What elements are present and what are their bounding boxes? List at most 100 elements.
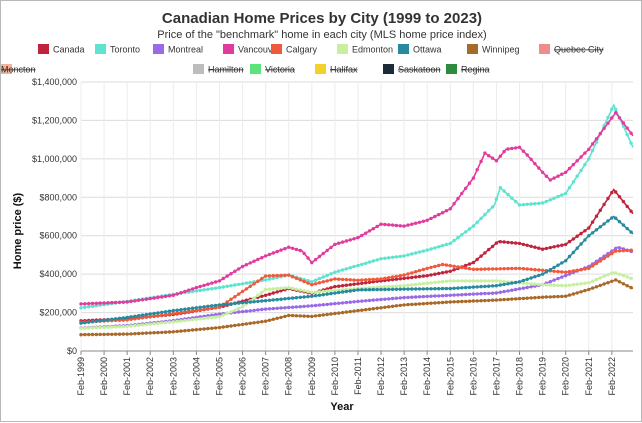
data-point (433, 246, 437, 250)
data-point (129, 299, 133, 304)
data-point (560, 294, 564, 299)
data-point (275, 290, 279, 294)
data-point (340, 310, 345, 315)
data-point (179, 319, 183, 323)
data-point (410, 295, 414, 299)
data-point (329, 278, 333, 282)
data-point (552, 196, 556, 200)
data-point (167, 294, 172, 298)
data-point (190, 306, 195, 310)
data-point (579, 242, 583, 246)
data-point (529, 282, 533, 286)
data-point (521, 281, 526, 285)
data-point (406, 223, 410, 227)
data-point (394, 255, 399, 259)
data-point (171, 320, 175, 324)
data-point (567, 186, 572, 190)
data-point (213, 326, 218, 330)
data-point (313, 282, 318, 286)
data-point (414, 287, 418, 291)
data-point (187, 288, 191, 292)
data-point (471, 292, 476, 296)
data-point (325, 292, 329, 296)
data-point (594, 228, 599, 232)
data-point (148, 322, 152, 326)
legend-item[interactable]: Winnipeg (467, 44, 520, 55)
data-point (333, 242, 337, 247)
data-point (129, 317, 133, 321)
data-point (498, 267, 502, 271)
data-point (217, 279, 222, 283)
data-point (221, 285, 225, 289)
legend-item[interactable]: Canada (38, 44, 85, 55)
legend-item[interactable]: Halifax (315, 64, 358, 75)
data-point (194, 308, 199, 313)
data-point (571, 269, 576, 273)
legend-item[interactable]: Moncton (1, 64, 36, 75)
data-point (525, 202, 529, 206)
data-point (521, 296, 526, 301)
data-point (598, 259, 602, 263)
data-point (129, 332, 133, 336)
data-point (256, 299, 260, 304)
data-point (206, 304, 210, 308)
data-point (444, 300, 449, 304)
legend-item[interactable]: Saskatoon (383, 64, 441, 75)
data-point (421, 249, 426, 253)
data-point (544, 295, 549, 299)
data-point (98, 319, 102, 323)
data-point (602, 126, 606, 131)
data-point (575, 291, 579, 295)
data-point (175, 292, 179, 296)
data-point (579, 268, 583, 272)
legend-item[interactable]: Hamilton (193, 64, 244, 75)
data-point (406, 276, 410, 280)
legend-item[interactable]: Regina (446, 64, 490, 75)
legend-item[interactable]: Victoria (250, 64, 295, 75)
data-point (490, 298, 495, 302)
legend-item[interactable]: Ottawa (398, 44, 442, 55)
data-point (614, 111, 618, 115)
data-point (202, 288, 206, 292)
data-point (237, 267, 241, 271)
data-point (252, 308, 256, 313)
legend-swatch (337, 44, 348, 54)
data-point (183, 307, 187, 311)
data-point (229, 272, 233, 276)
legend-item[interactable]: Montreal (153, 44, 203, 55)
data-point (275, 316, 279, 320)
data-point (517, 203, 522, 207)
data-point (448, 269, 452, 273)
axes: $0 $200,000 $400,000 $600,000 $800,000 $1,000… (32, 77, 633, 396)
data-point (533, 202, 537, 206)
data-point (560, 172, 564, 176)
legend-item[interactable]: Calgary (271, 44, 318, 55)
data-point (556, 283, 560, 288)
data-point (579, 282, 583, 286)
data-point (502, 289, 506, 294)
data-point (456, 279, 460, 283)
data-point (414, 302, 418, 306)
data-point (279, 248, 283, 252)
data-point (440, 262, 445, 267)
data-point (598, 283, 602, 288)
data-point (87, 305, 91, 309)
data-point (263, 287, 268, 292)
data-point (160, 313, 164, 317)
data-point (160, 321, 164, 325)
data-point (437, 212, 441, 217)
data-point (387, 297, 391, 301)
data-point (229, 310, 233, 314)
legend-item[interactable]: Quebec City (539, 44, 604, 55)
data-point (471, 176, 476, 180)
data-point (163, 294, 168, 299)
data-point (310, 260, 314, 265)
legend-item[interactable]: Vancouver (223, 44, 280, 55)
legend-item[interactable]: Edmonton (337, 44, 393, 55)
data-point (521, 278, 526, 283)
data-point (594, 137, 599, 141)
data-point (260, 299, 264, 303)
data-point (483, 298, 487, 303)
legend-item[interactable]: Toronto (95, 44, 140, 55)
data-point (133, 332, 137, 336)
